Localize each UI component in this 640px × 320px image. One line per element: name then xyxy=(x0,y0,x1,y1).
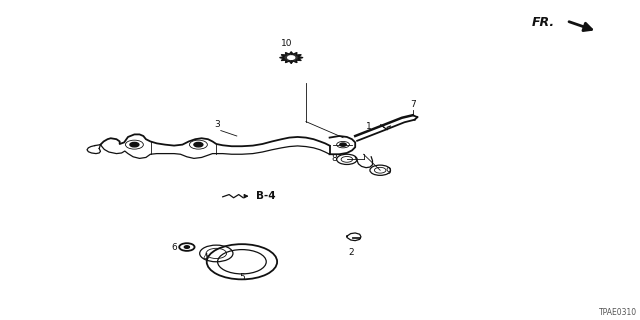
Circle shape xyxy=(340,143,346,146)
Text: FR.: FR. xyxy=(532,16,555,29)
Text: 3: 3 xyxy=(215,120,220,129)
Text: 6: 6 xyxy=(171,243,177,252)
Text: B-4: B-4 xyxy=(256,191,276,202)
Text: 5: 5 xyxy=(239,273,244,282)
Text: 10: 10 xyxy=(281,39,292,48)
Text: TPAE0310: TPAE0310 xyxy=(598,308,637,317)
Circle shape xyxy=(194,142,203,147)
Text: 1: 1 xyxy=(366,122,371,131)
Circle shape xyxy=(184,246,189,248)
Circle shape xyxy=(288,56,294,60)
Text: 2: 2 xyxy=(348,248,353,257)
Text: 7: 7 xyxy=(410,100,415,109)
Text: 9: 9 xyxy=(385,167,391,176)
Polygon shape xyxy=(280,52,303,63)
Text: 8: 8 xyxy=(331,154,337,163)
Circle shape xyxy=(130,142,139,147)
Text: 4: 4 xyxy=(203,253,209,262)
